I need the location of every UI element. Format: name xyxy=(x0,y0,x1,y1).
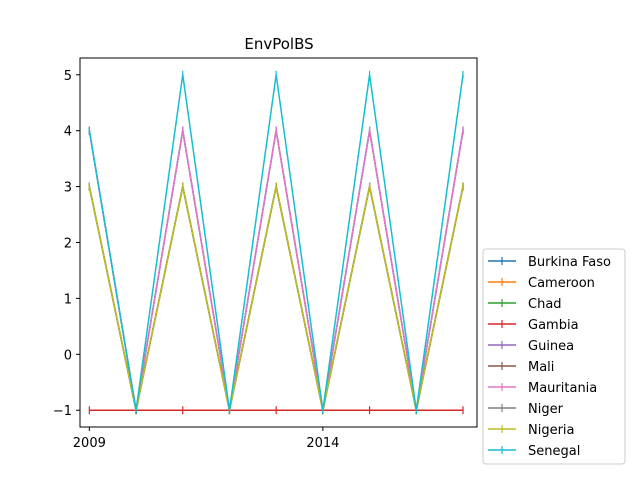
legend-label: Guinea xyxy=(528,339,574,354)
series-line xyxy=(88,186,464,411)
legend-item: Chad xyxy=(488,297,562,312)
x-axis: 2009 2014 xyxy=(73,427,339,451)
y-tick-label: −1 xyxy=(53,404,72,419)
y-tick-label: 2 xyxy=(64,237,72,252)
y-tick-label: 5 xyxy=(64,69,72,84)
y-axis: −1 0 1 2 3 4 5 xyxy=(53,69,80,419)
y-tick-label: 0 xyxy=(64,348,72,363)
series-gambia xyxy=(88,406,464,415)
legend-item: Guinea xyxy=(488,339,574,354)
series-guinea xyxy=(88,126,464,415)
series-mauritania xyxy=(88,126,464,415)
legend-label: Chad xyxy=(528,297,562,312)
series-line xyxy=(88,186,464,411)
series-line xyxy=(88,186,464,411)
series-cameroon xyxy=(88,182,464,415)
legend-label: Mali xyxy=(528,360,554,375)
legend-item: Mauritania xyxy=(488,381,597,396)
series-senegal xyxy=(88,70,464,415)
legend-item: Nigeria xyxy=(488,423,575,438)
legend-label: Niger xyxy=(528,402,564,417)
chart-title: EnvPolBS xyxy=(244,35,313,53)
series-niger xyxy=(88,182,464,415)
series-line xyxy=(88,74,464,411)
legend-item: Mali xyxy=(488,360,554,375)
legend-item: Cameroon xyxy=(488,276,595,291)
legend-label: Mauritania xyxy=(528,381,597,396)
legend-label: Senegal xyxy=(528,444,580,459)
legend-label: Gambia xyxy=(528,318,579,333)
series-mali xyxy=(88,182,464,415)
legend: Burkina Faso Cameroon Chad Gambia Guinea Mali… xyxy=(482,248,626,465)
y-tick-label: 4 xyxy=(64,125,72,140)
legend-box xyxy=(482,248,626,465)
x-tick-label: 2009 xyxy=(73,436,106,451)
y-tick-label: 3 xyxy=(64,181,72,196)
series-burkina-faso xyxy=(88,126,464,415)
y-tick-label: 1 xyxy=(64,292,72,307)
legend-label: Burkina Faso xyxy=(528,255,611,270)
series-nigeria xyxy=(88,182,464,415)
series-line xyxy=(88,186,464,411)
x-tick-label: 2014 xyxy=(306,436,339,451)
legend-label: Nigeria xyxy=(528,423,575,438)
legend-item: Gambia xyxy=(488,318,579,333)
plot-area xyxy=(88,70,464,415)
legend-item: Burkina Faso xyxy=(488,255,611,270)
legend-label: Cameroon xyxy=(528,276,595,291)
legend-item: Niger xyxy=(488,402,564,417)
series-chad xyxy=(88,182,464,415)
axes-frame xyxy=(79,57,478,428)
series-line xyxy=(88,186,464,411)
legend-item: Senegal xyxy=(488,444,580,459)
